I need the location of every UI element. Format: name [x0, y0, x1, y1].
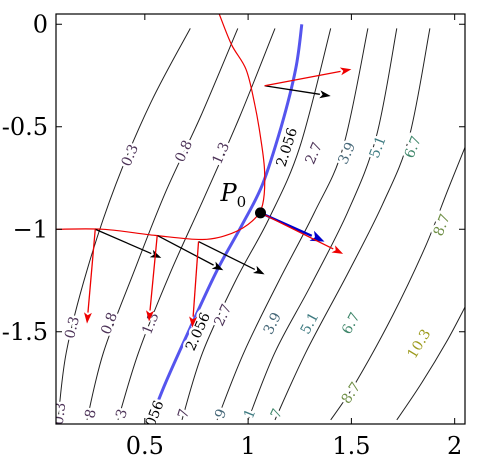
point-p0-label: P0	[220, 179, 247, 211]
contour-label: 7	[175, 407, 193, 420]
contour-label: 5.1	[298, 310, 323, 337]
tick-layer: 0.5 1 1.5 2 0 -0.5 −1 -1.5	[2, 10, 465, 460]
contour-label: 5.1	[367, 134, 390, 161]
contour-label: 0.3	[62, 315, 83, 340]
contour-line	[216, 28, 369, 421]
contour-line	[181, 28, 332, 421]
x-tick-label: 1	[240, 432, 255, 460]
vector-arrow	[264, 67, 352, 87]
vector-arrow	[189, 241, 200, 328]
contour-line	[396, 306, 465, 421]
contour-line	[117, 28, 276, 421]
contour-label: 0.3	[119, 142, 142, 169]
contour-line-highlight	[149, 24, 304, 421]
point-p0-subscript: 0	[237, 193, 247, 211]
vector-arrow	[84, 229, 96, 324]
point-p0-name: P	[220, 179, 238, 207]
vector-arrow	[146, 235, 158, 322]
gradient-path-curve	[56, 14, 266, 241]
contour-label: 3	[113, 407, 131, 420]
contour-line	[57, 28, 191, 420]
contour-label: 1	[241, 407, 259, 421]
y-tick-label: -0.5	[2, 113, 48, 141]
contour-label: 8	[82, 408, 100, 420]
x-tick-label: 0.5	[126, 432, 164, 460]
contour-label: 0.8	[172, 138, 196, 165]
vector-arrow	[260, 212, 344, 254]
curve-layer	[56, 14, 266, 241]
plot-frame	[55, 13, 466, 425]
point-layer: P0	[220, 179, 266, 219]
x-tick-label: 2	[447, 432, 462, 460]
y-tick-label: −1	[13, 215, 48, 243]
arrow-layer	[84, 67, 352, 328]
vector-arrow	[198, 240, 265, 275]
contour-label: 7	[268, 406, 286, 421]
x-tick-label: 1.5	[332, 432, 370, 460]
contour-label: 2.7	[211, 302, 235, 329]
contour-label: 1.3	[209, 140, 233, 167]
contour-line	[86, 28, 239, 421]
contour-label: 6.7	[402, 134, 425, 161]
contour-label: 10.3	[405, 327, 435, 362]
vector-arrow	[156, 234, 224, 271]
point-p0-marker	[255, 207, 266, 219]
contour-line	[330, 147, 465, 421]
y-tick-label: 0	[33, 10, 48, 38]
contour-line	[274, 28, 431, 421]
contour-line	[247, 28, 398, 421]
contour-label: 0.3	[51, 402, 70, 426]
contour-label: 2.056	[274, 126, 302, 169]
contour-label: 8.7	[431, 212, 454, 239]
contour-label: 6.7	[339, 310, 364, 337]
vector-arrow	[264, 85, 331, 99]
contour-label: 3.9	[261, 310, 285, 337]
vector-arrow	[94, 228, 162, 258]
contour-label: 3.9	[335, 140, 359, 167]
y-tick-label: -1.5	[2, 318, 48, 346]
contour-layer: 0.30.30.30.80.881.31.332.0562.0560562.72…	[51, 24, 465, 426]
contour-label: 2.7	[302, 140, 326, 167]
